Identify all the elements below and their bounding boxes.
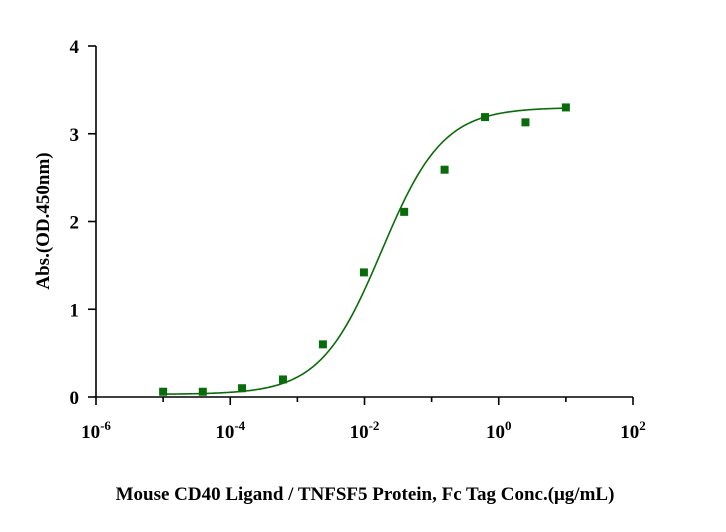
y-tick-label: 3 — [70, 125, 80, 146]
y-tick-label: 1 — [70, 300, 80, 321]
x-tick-label: 102 — [620, 418, 646, 443]
data-point — [318, 340, 327, 349]
x-axis-title: Mouse CD40 Ligand / TNFSF5 Protein, Fc T… — [116, 484, 615, 505]
data-point — [198, 387, 207, 396]
x-tick-label: 100 — [486, 418, 512, 443]
data-points — [159, 103, 570, 396]
data-point — [359, 268, 368, 277]
data-point — [238, 384, 247, 393]
axes — [95, 46, 633, 398]
data-point — [561, 103, 570, 112]
data-point — [278, 375, 287, 384]
x-ticks: 10-6 10-4 10-2 100 102 — [81, 397, 646, 443]
y-tick-label: 0 — [70, 388, 80, 409]
fit-curve — [163, 107, 566, 395]
x-tick-label: 10-2 — [350, 418, 380, 443]
x-tick-label: 10-4 — [215, 418, 245, 443]
data-point — [440, 165, 449, 174]
y-tick-label: 2 — [70, 213, 80, 234]
data-point — [400, 207, 409, 216]
y-axis-title: Abs.(OD.450nm) — [33, 152, 54, 289]
y-ticks: 0 1 2 3 4 — [70, 37, 96, 409]
data-point — [159, 387, 168, 396]
y-tick-label: 4 — [70, 37, 80, 58]
data-point — [481, 113, 490, 122]
data-point — [521, 118, 530, 127]
x-tick-label: 10-6 — [81, 418, 111, 443]
